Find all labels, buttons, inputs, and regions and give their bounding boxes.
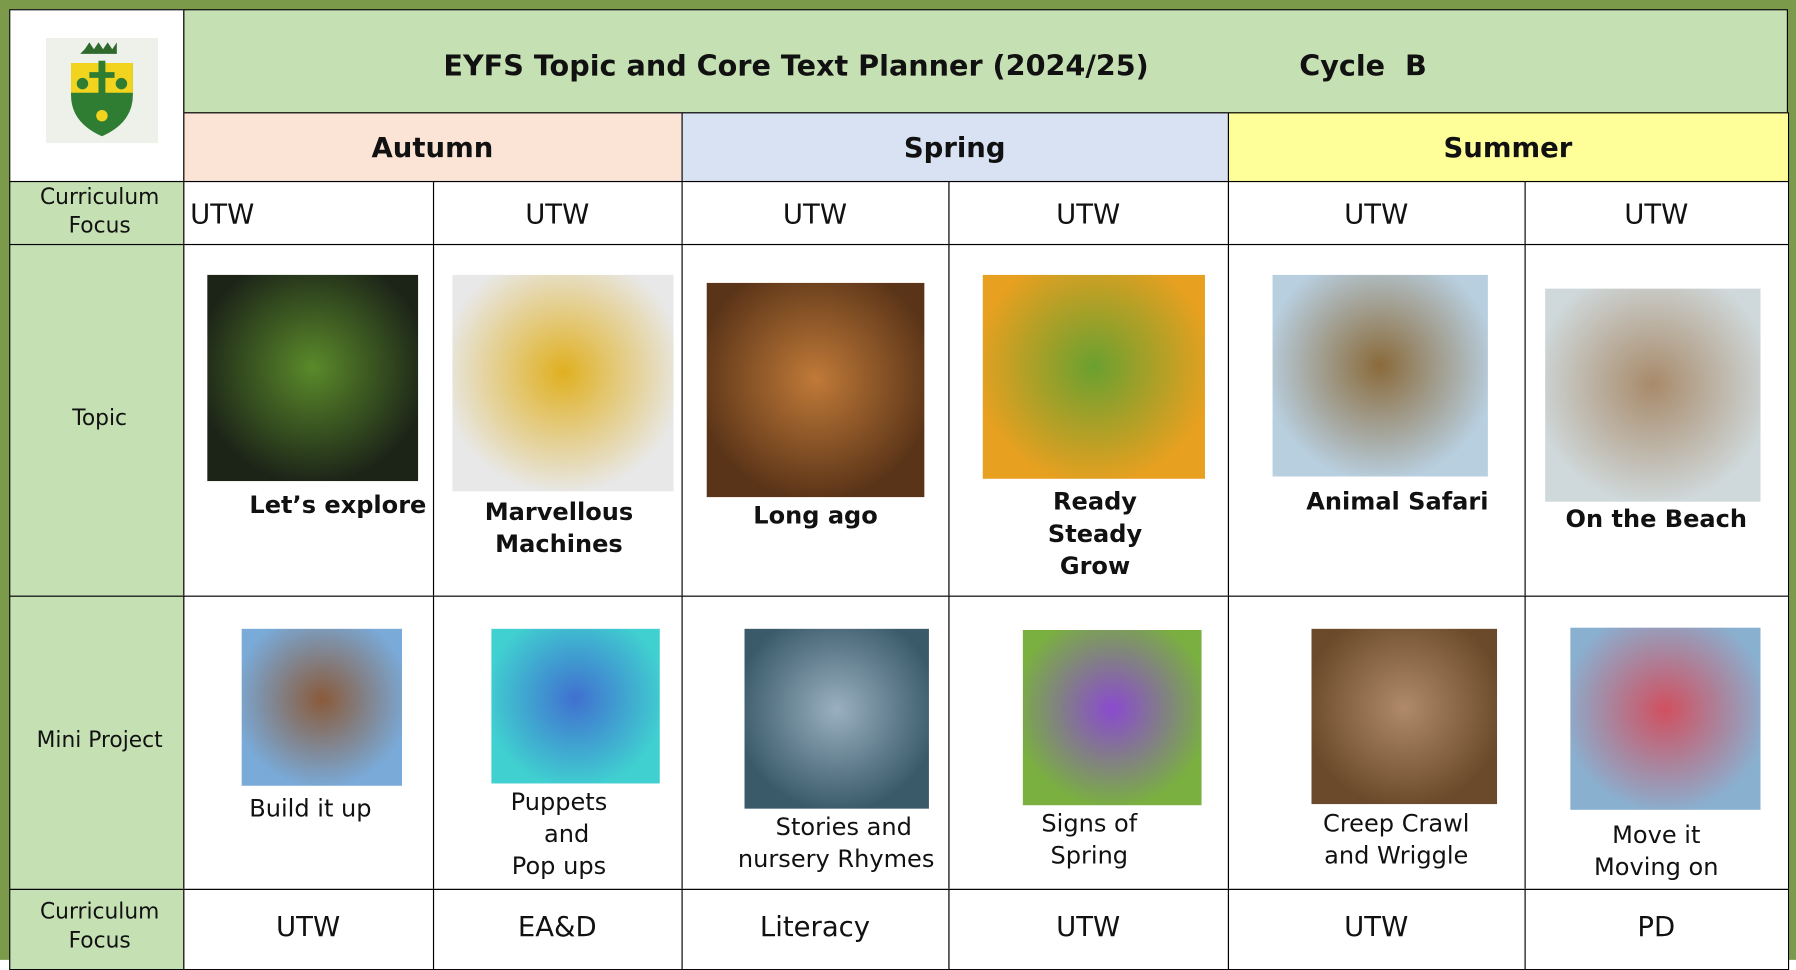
mini-project-title: Signs of Spring xyxy=(1041,808,1137,872)
mini-project-title: Stories and nursery Rhymes xyxy=(738,811,934,875)
term-label: Summer xyxy=(1444,132,1573,164)
row-label: Curriculum Focus xyxy=(25,898,174,955)
mini-project-title: Creep Crawl and Wriggle xyxy=(1323,808,1469,872)
mini-project-title: Move it Moving on xyxy=(1594,819,1719,883)
photo xyxy=(1545,289,1760,502)
mini-project-title: Build it up xyxy=(249,793,371,825)
mini-project-title: Puppets and Pop ups xyxy=(511,786,608,882)
focus-value: UTW xyxy=(1344,911,1408,943)
row-label: Curriculum Focus xyxy=(25,183,174,240)
photo xyxy=(707,283,925,497)
photo xyxy=(983,275,1205,479)
term-label: Autumn xyxy=(372,132,494,164)
photo xyxy=(452,275,673,491)
photo xyxy=(1570,628,1760,810)
topic-title: Long ago xyxy=(753,499,878,531)
photo xyxy=(242,629,402,786)
planner: EYFS Topic and Core Text Planner (2024/2… xyxy=(0,0,1796,960)
focus-value: UTW xyxy=(783,198,847,230)
focus-value: UTW xyxy=(1624,198,1688,230)
focus-value: UTW xyxy=(1056,911,1120,943)
topic-title: Ready Steady Grow xyxy=(1048,486,1142,582)
focus-value: Literacy xyxy=(760,911,870,943)
focus-value: UTW xyxy=(276,911,340,943)
school-logo xyxy=(46,38,158,143)
focus-value: PD xyxy=(1637,911,1675,943)
photo xyxy=(745,629,929,809)
topic-title: Marvellous Machines xyxy=(485,496,633,560)
topic-title: On the Beach xyxy=(1565,503,1747,535)
topic-title: Let’s explore xyxy=(249,489,426,521)
title: EYFS Topic and Core Text Planner (2024/2… xyxy=(443,50,1148,82)
row-label: Topic xyxy=(25,404,174,433)
focus-value: UTW xyxy=(190,198,254,230)
photo xyxy=(1273,275,1488,477)
term-label: Spring xyxy=(904,132,1006,164)
focus-value: UTW xyxy=(1344,198,1408,230)
photo xyxy=(491,629,659,784)
topic-title: Animal Safari xyxy=(1306,486,1488,518)
photo xyxy=(207,275,418,481)
logo-cell xyxy=(9,9,184,182)
row-label: Mini Project xyxy=(25,726,174,755)
photo xyxy=(1311,629,1497,804)
focus-value: UTW xyxy=(1056,198,1120,230)
cycle: Cycle B xyxy=(1299,50,1427,82)
photo xyxy=(1023,630,1202,805)
focus-value: UTW xyxy=(525,198,589,230)
focus-value: EA&D xyxy=(518,911,597,943)
